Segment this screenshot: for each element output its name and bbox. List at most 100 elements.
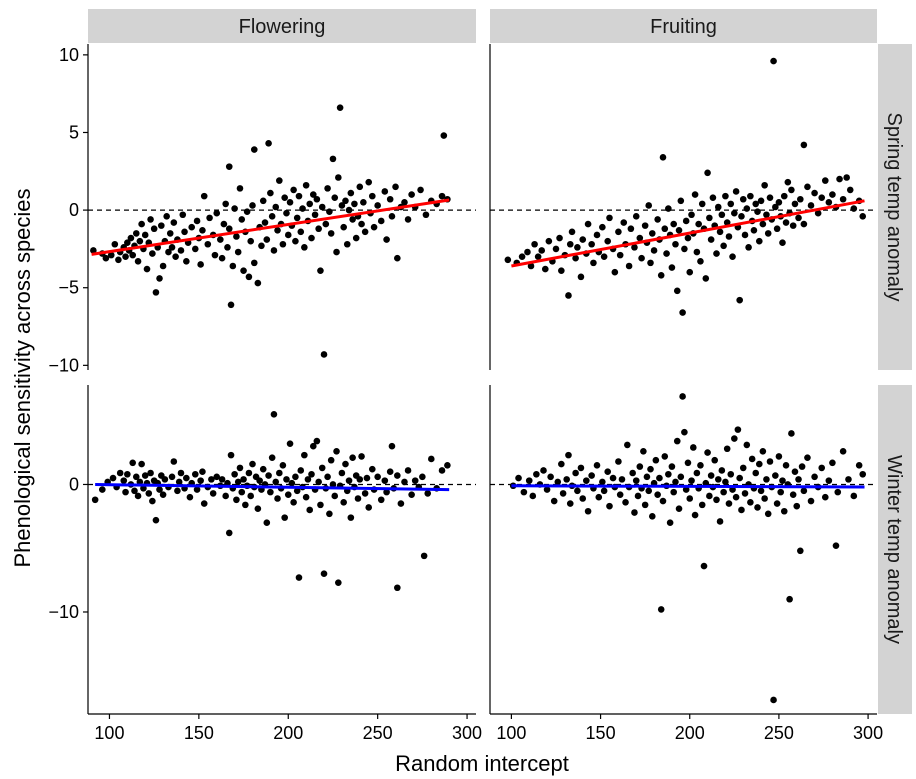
data-point bbox=[723, 445, 731, 453]
x-tick-label: 150 bbox=[184, 723, 214, 743]
regression-line bbox=[95, 482, 450, 492]
data-point bbox=[566, 240, 574, 248]
data-point bbox=[743, 205, 751, 212]
data-point bbox=[736, 474, 743, 482]
data-point bbox=[365, 504, 373, 511]
data-point bbox=[770, 696, 777, 704]
data-point bbox=[791, 468, 799, 476]
data-point bbox=[247, 492, 255, 500]
data-point bbox=[665, 470, 672, 478]
data-point bbox=[797, 195, 804, 203]
data-point bbox=[374, 202, 381, 209]
x-tick-label: 200 bbox=[273, 723, 303, 743]
data-point bbox=[832, 542, 840, 549]
data-point bbox=[645, 202, 653, 209]
data-point bbox=[821, 493, 829, 501]
data-point bbox=[141, 231, 149, 239]
data-point bbox=[231, 205, 238, 212]
data-point bbox=[616, 251, 624, 259]
data-point bbox=[218, 254, 226, 262]
data-point bbox=[394, 472, 401, 479]
data-point bbox=[706, 214, 713, 222]
data-point bbox=[351, 200, 358, 208]
data-point bbox=[788, 430, 795, 437]
data-point bbox=[520, 488, 528, 496]
data-point bbox=[326, 208, 333, 215]
data-point bbox=[673, 437, 681, 445]
data-point bbox=[800, 220, 808, 228]
data-point bbox=[211, 251, 219, 259]
data-point bbox=[199, 226, 206, 234]
data-point bbox=[599, 478, 606, 486]
data-point bbox=[855, 462, 863, 469]
data-point bbox=[679, 309, 686, 316]
data-point bbox=[199, 468, 206, 476]
data-point bbox=[217, 236, 224, 243]
data-point bbox=[401, 478, 408, 486]
data-point bbox=[702, 479, 710, 487]
x-tick-label: 200 bbox=[675, 723, 705, 743]
data-point bbox=[725, 500, 733, 507]
strip-label-winter: Winter temp anomaly bbox=[883, 455, 905, 644]
data-point bbox=[650, 247, 658, 254]
data-point bbox=[422, 211, 430, 219]
data-point bbox=[684, 234, 692, 242]
data-point bbox=[238, 216, 246, 223]
strip-label-flowering: Flowering bbox=[239, 16, 326, 38]
data-point bbox=[741, 231, 749, 239]
data-point bbox=[675, 505, 683, 512]
data-point bbox=[150, 225, 158, 233]
data-point bbox=[606, 502, 613, 510]
data-point bbox=[313, 437, 321, 445]
data-point bbox=[170, 219, 178, 226]
data-point bbox=[600, 487, 608, 495]
data-point bbox=[843, 174, 850, 181]
data-point bbox=[349, 216, 356, 223]
data-point bbox=[347, 514, 355, 521]
data-point bbox=[127, 234, 135, 242]
data-point bbox=[404, 216, 412, 223]
data-point bbox=[159, 262, 167, 270]
data-point bbox=[624, 441, 631, 449]
data-point bbox=[593, 231, 601, 239]
data-point bbox=[682, 217, 690, 225]
y-tick-label: −10 bbox=[48, 602, 79, 622]
data-point bbox=[645, 487, 653, 495]
y-tick-label: −5 bbox=[58, 278, 79, 298]
data-point bbox=[574, 487, 581, 495]
data-point bbox=[729, 253, 736, 260]
data-point bbox=[764, 230, 772, 237]
data-point bbox=[702, 275, 710, 282]
data-point bbox=[727, 470, 735, 478]
data-point bbox=[283, 476, 290, 483]
data-point bbox=[691, 191, 699, 198]
data-point bbox=[588, 472, 595, 479]
data-point bbox=[681, 428, 688, 436]
data-point bbox=[675, 226, 683, 234]
data-point bbox=[356, 183, 364, 191]
data-point bbox=[695, 220, 702, 228]
data-point bbox=[361, 228, 369, 236]
data-point bbox=[209, 490, 217, 497]
data-point bbox=[859, 213, 867, 220]
data-point bbox=[829, 459, 836, 467]
data-point bbox=[381, 188, 389, 195]
data-point bbox=[417, 186, 424, 194]
data-point bbox=[147, 469, 154, 477]
data-point bbox=[747, 499, 754, 506]
data-point bbox=[204, 240, 212, 248]
y-tick-label: 0 bbox=[69, 200, 79, 220]
data-point bbox=[752, 200, 760, 208]
data-point bbox=[270, 247, 278, 254]
data-point bbox=[360, 199, 367, 206]
data-point bbox=[343, 240, 351, 248]
data-point bbox=[552, 245, 560, 253]
data-point bbox=[109, 474, 117, 482]
strip-flowering bbox=[88, 9, 476, 43]
data-point bbox=[213, 473, 221, 481]
data-point bbox=[782, 219, 790, 226]
data-point bbox=[290, 186, 297, 194]
strip-spring bbox=[878, 44, 912, 370]
data-point bbox=[711, 456, 719, 464]
data-point bbox=[352, 234, 360, 242]
